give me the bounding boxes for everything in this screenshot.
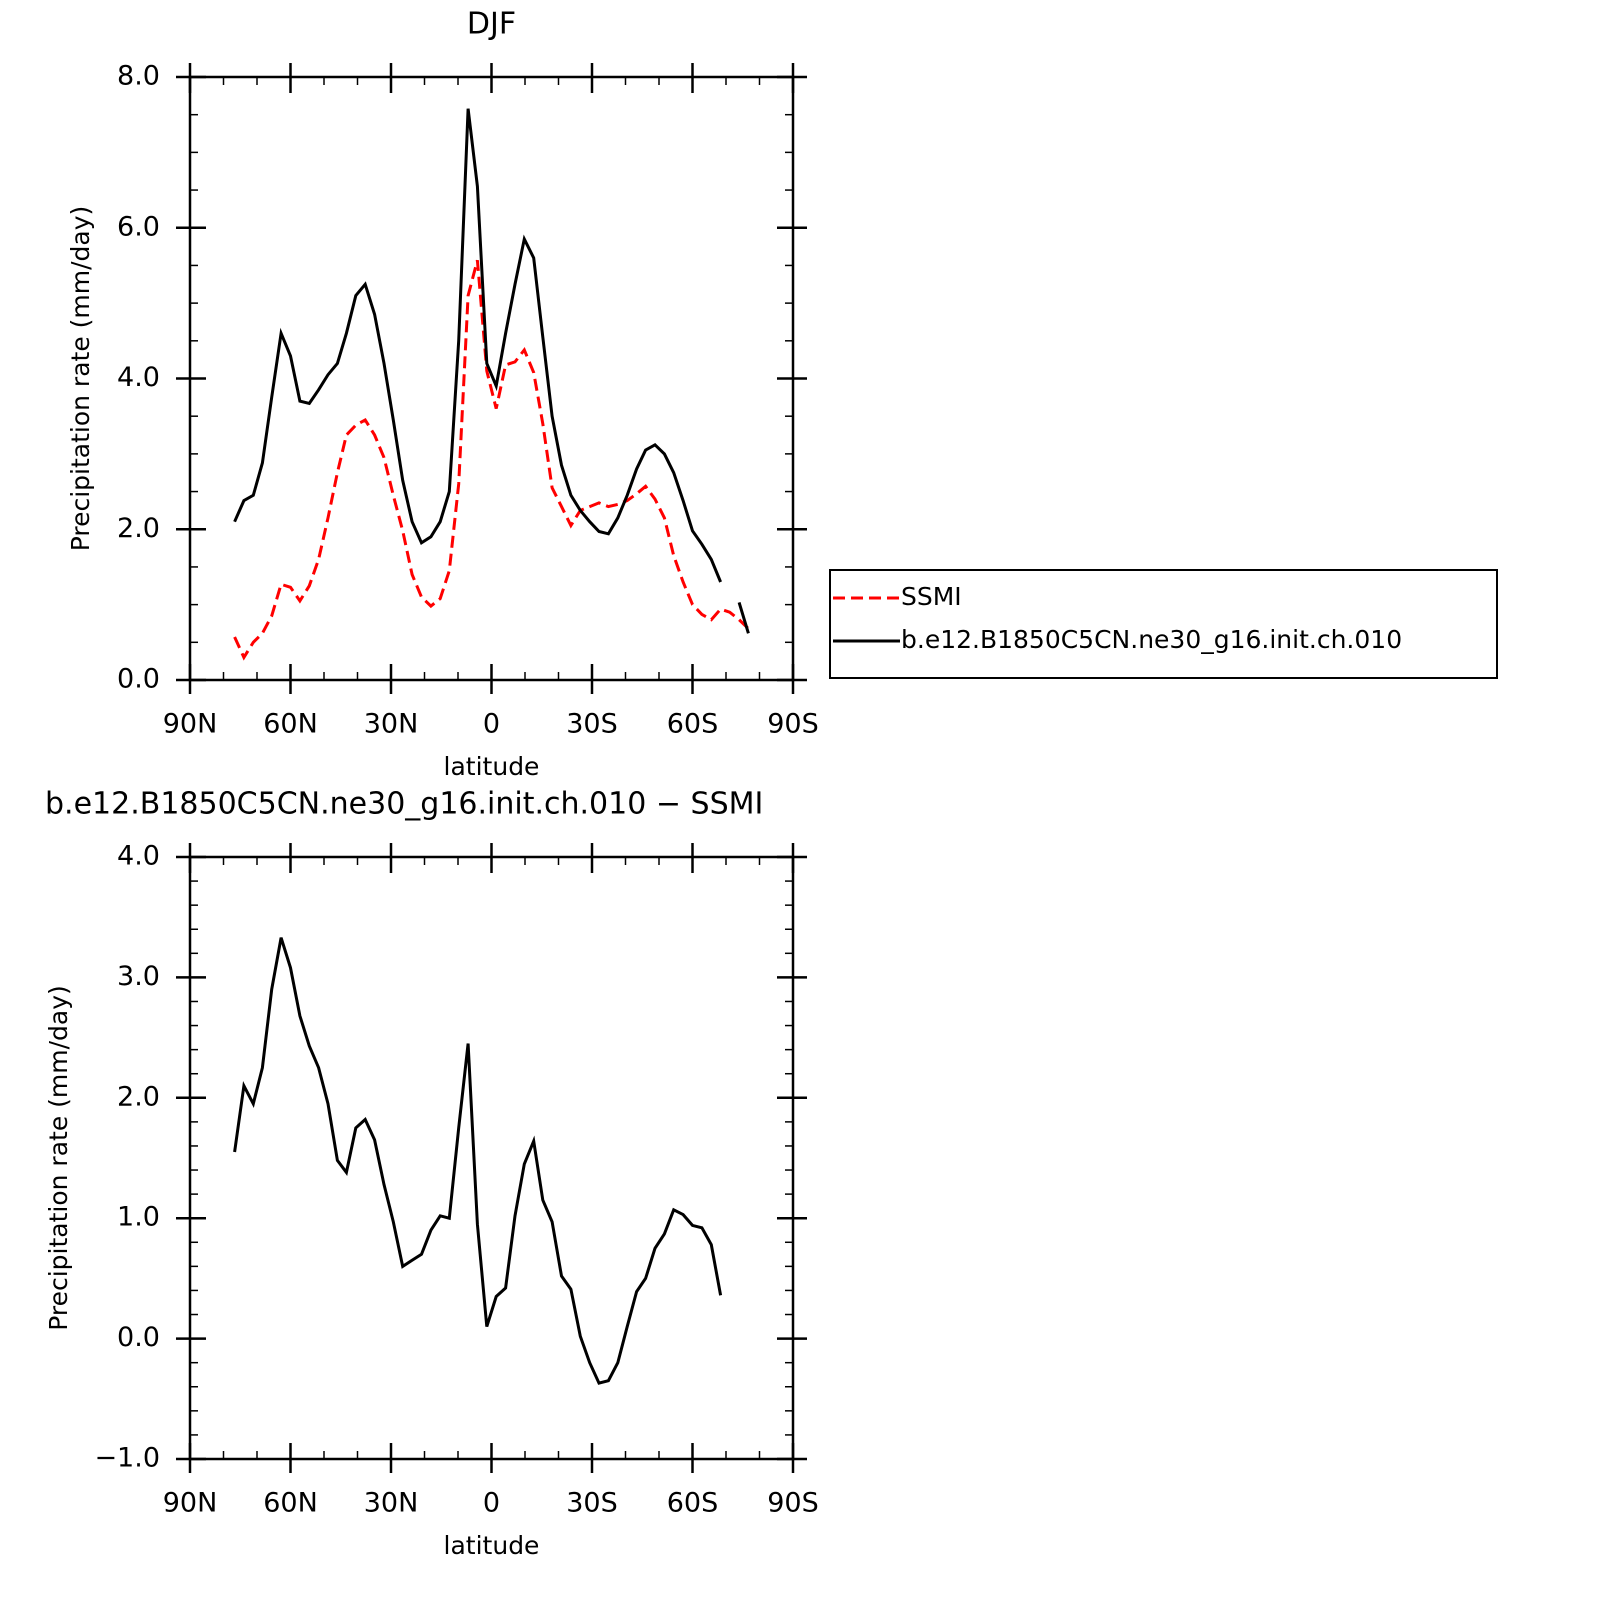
y-tick-label: −1.0 — [94, 1443, 160, 1474]
y-tick-label: 2.0 — [117, 513, 160, 544]
y-tick-label: 0.0 — [117, 664, 160, 695]
x-tick-label: 90S — [767, 709, 819, 740]
x-tick-label: 30S — [566, 709, 618, 740]
y-tick-label: 3.0 — [117, 961, 160, 992]
y-tick-label: 2.0 — [117, 1081, 160, 1112]
legend-box — [829, 569, 1498, 679]
legend-label: b.e12.B1850C5CN.ne30_g16.init.ch.010 — [901, 625, 1402, 654]
y-axis-label: Precipitation rate (mm/day) — [44, 985, 73, 1331]
x-axis-label: latitude — [444, 752, 540, 781]
x-tick-label: 30N — [364, 709, 419, 740]
x-axis-label: latitude — [444, 1531, 540, 1560]
y-tick-label: 0.0 — [117, 1322, 160, 1353]
y-tick-label: 4.0 — [117, 841, 160, 872]
y-tick-label: 4.0 — [117, 362, 160, 393]
x-tick-label: 30N — [364, 1488, 419, 1519]
data-line — [233, 937, 723, 1385]
y-axis-label: Precipitation rate (mm/day) — [66, 206, 95, 552]
x-tick-label: 0 — [483, 1488, 500, 1519]
chart-title: b.e12.B1850C5CN.ne30_g16.init.ch.010 − S… — [45, 787, 763, 822]
plot-frame — [188, 855, 795, 1461]
data-line — [233, 259, 750, 661]
y-tick-label: 6.0 — [117, 211, 160, 242]
chart-title: DJF — [467, 7, 516, 42]
x-tick-label: 90S — [767, 1488, 819, 1519]
y-tick-label: 8.0 — [117, 61, 160, 92]
x-tick-label: 60N — [263, 709, 318, 740]
legend-label: SSMI — [901, 582, 962, 611]
x-tick-label: 60N — [263, 1488, 318, 1519]
x-tick-label: 60S — [667, 709, 719, 740]
x-tick-label: 90N — [163, 709, 218, 740]
x-tick-label: 0 — [483, 709, 500, 740]
y-tick-label: 1.0 — [117, 1202, 160, 1233]
x-tick-label: 60S — [667, 1488, 719, 1519]
x-tick-label: 30S — [566, 1488, 618, 1519]
data-line — [233, 108, 750, 634]
x-tick-label: 90N — [163, 1488, 218, 1519]
plot-frame — [188, 75, 795, 682]
